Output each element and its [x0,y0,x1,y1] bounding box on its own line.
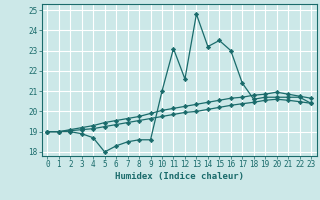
X-axis label: Humidex (Indice chaleur): Humidex (Indice chaleur) [115,172,244,181]
